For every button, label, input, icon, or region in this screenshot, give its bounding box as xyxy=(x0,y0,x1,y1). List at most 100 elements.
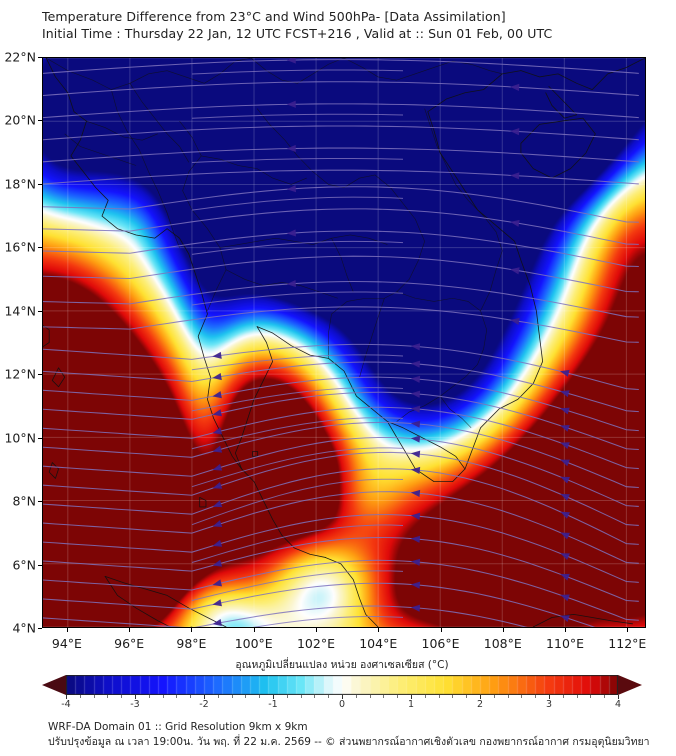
colorbar-tick xyxy=(411,695,412,699)
colorbar-minor-tick xyxy=(79,695,81,698)
colorbar-minor-tick xyxy=(107,695,109,698)
colorbar-minor-tick xyxy=(604,695,606,698)
x-axis-tick xyxy=(66,628,68,632)
colorbar-tick xyxy=(135,695,136,699)
colorbar-minor-tick xyxy=(314,695,316,698)
colorbar-minor-tick xyxy=(259,695,261,698)
y-axis-tick-label: 14°N xyxy=(4,303,36,319)
colorbar-tick-label: 0 xyxy=(338,699,346,710)
x-axis-tick xyxy=(253,628,255,632)
colorbar-minor-tick xyxy=(590,695,592,698)
colorbar-tick xyxy=(549,695,550,699)
x-axis-tick xyxy=(191,628,193,632)
colorbar-tick-label: -1 xyxy=(268,699,278,710)
colorbar-tick-label: 2 xyxy=(476,699,484,710)
colorbar-tick xyxy=(342,695,343,699)
colorbar-label: อุณหภูมิเปลี่ยนแปลง หน่วย องศาเซลเซียส (… xyxy=(235,659,449,671)
y-axis-tick xyxy=(38,501,42,503)
x-axis-tick-label: 96°E xyxy=(114,636,145,651)
y-axis-tick-label: 10°N xyxy=(4,430,36,446)
chart-title-block: Temperature Difference from 23°C and Win… xyxy=(42,8,642,42)
x-axis-tick xyxy=(440,628,442,632)
colorbar-minor-tick xyxy=(355,695,357,698)
x-axis-tick-label: 94°E xyxy=(51,636,82,651)
colorbar-tick xyxy=(273,695,274,699)
y-axis-tick xyxy=(38,628,42,629)
y-axis-tick-label: 18°N xyxy=(4,176,36,192)
colorbar-minor-tick xyxy=(452,695,454,698)
x-axis-tick-label: 110°E xyxy=(546,636,585,651)
colorbar-tick xyxy=(618,695,619,699)
colorbar-minor-tick xyxy=(535,695,537,698)
footer-line-2: ปรับปรุงข้อมูล ณ เวลา 19:00น. วัน พฤ. ที… xyxy=(48,736,650,748)
colorbar-tick-label: -2 xyxy=(199,699,209,710)
y-axis-tick-label: 22°N xyxy=(4,49,36,65)
colorbar-minor-tick xyxy=(383,695,385,698)
temperature-anomaly-field xyxy=(43,58,645,627)
y-axis-tick-label: 12°N xyxy=(4,366,36,382)
colorbar-tick-label: -4 xyxy=(61,699,71,710)
colorbar-minor-tick xyxy=(466,695,468,698)
colorbar-minor-tick xyxy=(231,695,233,698)
colorbar-minor-tick xyxy=(300,695,302,698)
colorbar-minor-tick xyxy=(245,695,247,698)
colorbar-minor-tick xyxy=(493,695,495,698)
colorbar-ticks: -4 -3 -2 -1 0 1 2 3 4 xyxy=(42,695,642,711)
colorbar-minor-tick xyxy=(217,695,219,698)
x-axis-tick xyxy=(129,628,131,632)
colorbar-tick-label: -3 xyxy=(130,699,140,710)
x-axis-tick-label: 100°E xyxy=(234,636,273,651)
map-overlay-layer xyxy=(43,58,645,627)
colorbar-minor-tick xyxy=(576,695,578,698)
colorbar-minor-tick xyxy=(562,695,564,698)
x-axis-tick-label: 98°E xyxy=(176,636,207,651)
colorbar-under-cap xyxy=(42,675,66,695)
colorbar: อุณหภูมิเปลี่ยนแปลง หน่วย องศาเซลเซียส (… xyxy=(42,658,642,711)
colorbar-minor-tick xyxy=(121,695,123,698)
colorbar-minor-tick xyxy=(93,695,95,698)
graticule xyxy=(43,58,645,627)
chart-title-line-1: Temperature Difference from 23°C and Win… xyxy=(42,9,506,24)
colorbar-tick-label: 3 xyxy=(545,699,553,710)
colorbar-minor-tick xyxy=(424,695,426,698)
wind-direction-arrows xyxy=(212,58,570,627)
footer-block: WRF-DA Domain 01 :: Grid Resolution 9km … xyxy=(48,720,650,750)
x-axis-tick-label: 102°E xyxy=(296,636,335,651)
colorbar-minor-tick xyxy=(176,695,178,698)
y-axis-tick-label: 20°N xyxy=(4,112,36,128)
map-plot-area xyxy=(42,57,646,628)
x-axis-tick-label: 108°E xyxy=(483,636,522,651)
x-axis-tick xyxy=(565,628,567,632)
x-axis-tick xyxy=(315,628,317,632)
y-axis-tick xyxy=(38,374,42,376)
x-axis-tick xyxy=(378,628,380,632)
colorbar-minor-tick xyxy=(397,695,399,698)
colorbar-tick xyxy=(480,695,481,699)
colorbar-minor-tick xyxy=(148,695,150,698)
colorbar-gradient xyxy=(66,675,618,695)
colorbar-tick-label: 1 xyxy=(407,699,415,710)
y-axis-tick-label: 8°N xyxy=(12,493,36,509)
x-axis-tick xyxy=(627,628,629,632)
colorbar-minor-tick xyxy=(507,695,509,698)
chart-title-line-2: Initial Time : Thursday 22 Jan, 12 UTC F… xyxy=(42,26,553,41)
colorbar-minor-tick xyxy=(521,695,523,698)
coastlines-layer xyxy=(43,58,645,627)
x-axis-tick-label: 106°E xyxy=(421,636,460,651)
wind-streamlines xyxy=(43,59,639,627)
colorbar-minor-tick xyxy=(190,695,192,698)
y-axis-tick xyxy=(38,564,42,566)
colorbar-minor-tick xyxy=(162,695,164,698)
colorbar-strip xyxy=(42,675,642,695)
y-axis-tick xyxy=(38,437,42,439)
y-axis-tick-label: 16°N xyxy=(4,239,36,255)
x-axis-tick-label: 104°E xyxy=(359,636,398,651)
x-axis-tick xyxy=(502,628,504,632)
y-axis-tick-label: 4°N xyxy=(12,620,36,636)
colorbar-minor-tick xyxy=(286,695,288,698)
colorbar-minor-tick xyxy=(369,695,371,698)
x-axis-tick-label: 112°E xyxy=(608,636,647,651)
colorbar-minor-tick xyxy=(328,695,330,698)
colorbar-tick-label: 4 xyxy=(614,699,622,710)
